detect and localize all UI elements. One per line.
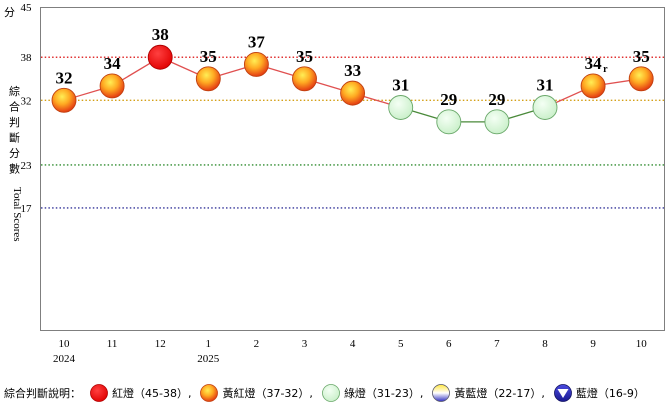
data-point-yellow-red [292, 66, 317, 92]
x-tick-label: 3 [302, 338, 308, 350]
x-tick-label: 10 [636, 338, 648, 350]
x-tick-label: 1 [206, 338, 212, 350]
legend-item-green: 綠燈（31-23）, [321, 383, 423, 403]
data-label: 35 [296, 47, 313, 66]
legend-title: 綜合判斷說明： [4, 387, 81, 400]
data-label: 29 [440, 90, 457, 109]
legend-item-yellow-blue: 黃藍燈（22-17）, [431, 383, 545, 403]
series-points [51, 44, 654, 135]
legend-item-blue: 藍燈（16-9） [553, 383, 645, 403]
x-tick-label: 9 [590, 338, 596, 350]
yellow-blue-signal-icon [432, 384, 451, 402]
data-label: 33 [344, 61, 361, 80]
data-point-yellow-red [195, 66, 221, 92]
x-tick-label: 12 [155, 338, 166, 350]
x-tick-label: 10 [59, 338, 71, 350]
plot-frame [40, 7, 665, 331]
yellow-red-signal-icon [200, 384, 219, 402]
data-label: 31 [537, 75, 554, 94]
data-label: 34 [585, 54, 603, 73]
data-label: 35 [200, 47, 217, 66]
data-point-red [147, 44, 173, 70]
data-label: 38 [152, 25, 169, 44]
legend: 綜合判斷說明： 紅燈（45-38）, 黃紅燈（37-32）, 綠燈（31-23）… [4, 382, 664, 404]
y-axis-label-char: 分 [9, 147, 20, 160]
data-point-yellow-red [340, 80, 366, 106]
y-tick-label: 45 [21, 2, 33, 14]
green-signal-icon [322, 384, 340, 402]
y-axis-label-char: 判 [9, 116, 20, 129]
data-label: 37 [248, 32, 266, 51]
data-label: 32 [56, 68, 73, 87]
legend-label-blue: 藍燈（16-9） [575, 387, 645, 400]
y-tick-label: 38 [21, 52, 33, 64]
data-label: 31 [392, 75, 409, 94]
revised-mark: r [603, 64, 608, 75]
y-tick-label: 32 [21, 95, 32, 107]
x-year-label: 2025 [197, 353, 220, 365]
legend-label-green: 綠燈（31-23）, [343, 387, 424, 400]
data-point-green [484, 109, 510, 135]
data-label: 34 [104, 54, 122, 73]
legend-label-yellow-blue: 黃藍燈（22-17）, [454, 387, 545, 400]
x-tick-label: 6 [446, 338, 452, 350]
x-tick-label: 7 [494, 338, 500, 350]
x-year-label: 2024 [53, 353, 76, 365]
data-point-yellow-red [51, 87, 77, 113]
y-tick-label: 17 [21, 203, 33, 215]
blue-signal-icon [553, 384, 572, 402]
y-axis-label-char: 斷 [9, 132, 20, 145]
data-point-green [436, 109, 462, 135]
x-tick-label: 4 [350, 338, 356, 350]
x-tick-label: 5 [398, 338, 404, 350]
y-axis-label-en: Total Scores [11, 187, 23, 242]
data-point-green [388, 95, 414, 120]
legend-label-yellow-red: 黃紅燈（37-32）, [222, 387, 313, 400]
data-point-yellow-red [243, 51, 269, 77]
data-point-green [532, 95, 558, 120]
legend-item-yellow-red: 黃紅燈（37-32）, [199, 383, 313, 403]
data-label: 29 [488, 90, 505, 109]
y-axis-label-char: 綜 [9, 84, 20, 98]
y-unit-label: 分 [4, 6, 15, 19]
data-point-yellow-red [99, 73, 125, 99]
y-axis-label-char: 數 [9, 163, 20, 176]
y-axis-ticks: 17 23 32 38 45 [21, 2, 33, 215]
x-tick-label: 8 [542, 338, 548, 350]
data-label: 35 [633, 47, 650, 66]
legend-item-red: 紅燈（45-38）, [89, 383, 191, 403]
y-axis-label-char: 合 [9, 100, 20, 114]
red-signal-icon [90, 384, 108, 402]
y-tick-label: 23 [21, 160, 33, 172]
data-point-yellow-red [628, 66, 654, 92]
legend-label-red: 紅燈（45-38）, [112, 387, 192, 400]
x-tick-label: 2 [254, 338, 260, 350]
x-tick-label: 11 [107, 338, 118, 350]
data-point-yellow-red [580, 73, 606, 99]
